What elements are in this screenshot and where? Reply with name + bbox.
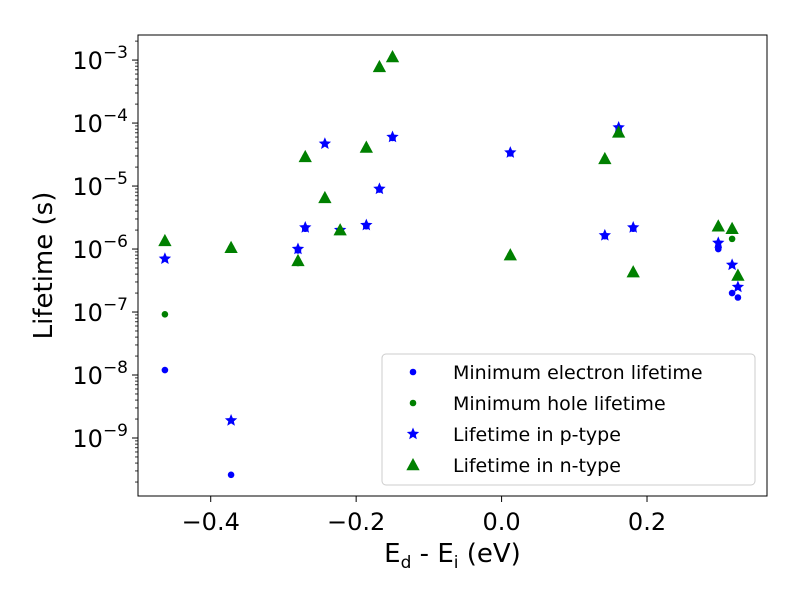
x-tick-label: −0.2: [327, 508, 385, 536]
data-point: [318, 137, 332, 149]
data-point: [503, 248, 517, 261]
x-tick-label: 0.0: [482, 508, 520, 536]
data-point: [227, 471, 235, 479]
data-point: [598, 228, 612, 241]
data-point: [728, 235, 736, 243]
y-axis: 10−9 10−8 10−7 10−6 10−5 10−4 10−3: [72, 40, 138, 483]
legend: Minimum electron lifetime Minimum hole li…: [381, 353, 756, 486]
data-point: [224, 240, 238, 253]
data-point: [734, 294, 742, 301]
legend-entry: Minimum hole lifetime: [453, 393, 666, 415]
data-point: [712, 236, 725, 249]
legend-marker: [406, 427, 420, 440]
data-point: [385, 49, 400, 63]
plot-frame: [137, 34, 768, 497]
data-point: [333, 223, 347, 236]
data-point: [359, 140, 373, 153]
y-tick-label: 10−6: [72, 232, 128, 264]
y-tick-label: 10−7: [72, 295, 128, 327]
data-point: [360, 218, 373, 231]
series-4: [158, 49, 745, 281]
data-point: [318, 190, 332, 204]
x-tick-label: −0.4: [182, 508, 240, 536]
x-tick-label: 0.2: [628, 508, 666, 536]
data-point: [598, 151, 612, 165]
data-point: [725, 221, 739, 234]
y-tick-label: 10−5: [72, 169, 128, 201]
x-axis: −0.4 −0.2 0.0 0.2: [182, 496, 666, 536]
data-point: [504, 146, 517, 158]
legend-entry: Lifetime in p-type: [453, 424, 621, 446]
data-point: [224, 413, 238, 426]
data-point: [711, 219, 725, 232]
legend-marker: [409, 368, 417, 376]
data-point: [626, 265, 640, 278]
x-axis-label: Ed - Ei (eV): [384, 539, 521, 573]
data-point: [373, 182, 386, 195]
data-point: [731, 280, 745, 293]
legend-marker: [409, 399, 417, 407]
legend-entry: Lifetime in n-type: [453, 455, 621, 477]
data-point: [161, 366, 169, 374]
data-point: [158, 252, 172, 265]
legend-entry: Minimum electron lifetime: [453, 362, 703, 384]
y-tick-label: 10−9: [72, 421, 128, 453]
legend-box: [381, 353, 756, 486]
data-point: [386, 130, 399, 143]
data-point: [627, 220, 640, 233]
y-tick-label: 10−3: [72, 43, 128, 75]
y-axis-label: Lifetime (s): [29, 192, 59, 340]
data-point: [298, 149, 312, 163]
data-point: [612, 125, 626, 138]
y-tick-label: 10−4: [72, 106, 128, 138]
data-point: [714, 245, 722, 253]
data-point: [161, 311, 169, 318]
data-point: [372, 59, 387, 73]
data-point: [291, 242, 305, 255]
data-point: [158, 233, 172, 247]
data-point: [725, 258, 739, 271]
data-point: [299, 220, 312, 233]
data-point: [728, 289, 736, 297]
data-point: [291, 253, 305, 267]
data-point: [731, 268, 745, 281]
legend-marker: [406, 458, 420, 471]
y-tick-label: 10−8: [72, 358, 128, 390]
data-points: [158, 49, 745, 479]
